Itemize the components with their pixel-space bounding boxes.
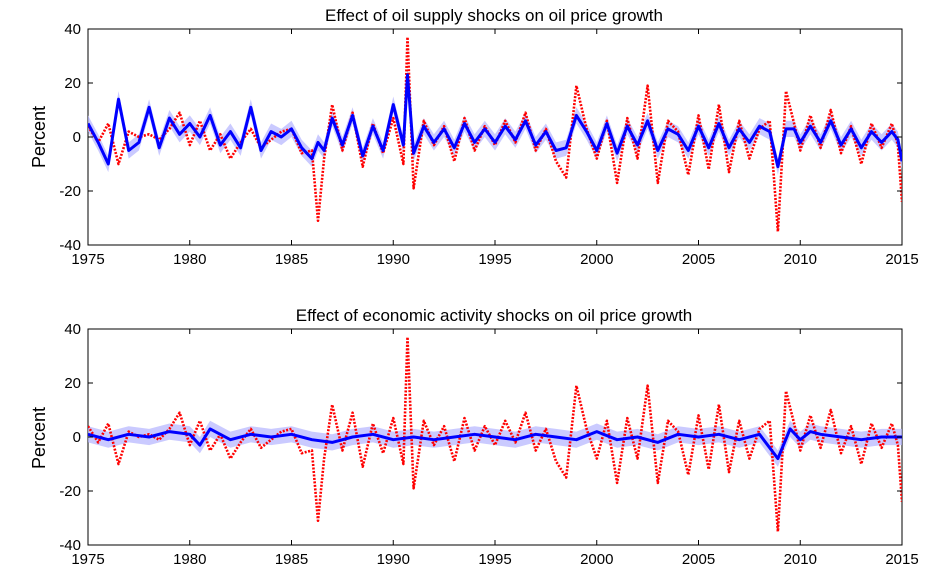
chart-title: Effect of oil supply shocks on oil price… bbox=[325, 6, 663, 25]
y-tick-label: 40 bbox=[64, 321, 81, 338]
panel-economic-activity-shocks: Effect of economic activity shocks on oi… bbox=[29, 306, 919, 568]
series-line-observed bbox=[88, 35, 902, 233]
y-axis-label: Percent bbox=[29, 407, 49, 469]
plot-area: 1975 1980 1985 1990 1995 2000 2005 2010 2015 -40 -… bbox=[59, 21, 918, 268]
x-tick-label: 1980 bbox=[173, 251, 206, 268]
x-tick-label: 1985 bbox=[275, 551, 308, 568]
chart-title: Effect of economic activity shocks on oi… bbox=[296, 306, 693, 325]
x-tick-label: 2010 bbox=[784, 251, 817, 268]
y-tick-label: 0 bbox=[73, 129, 81, 146]
series-line-effect bbox=[88, 73, 902, 169]
series-line-effect bbox=[88, 427, 902, 461]
x-tick-label: 1990 bbox=[377, 251, 410, 268]
y-tick-label: 20 bbox=[64, 75, 81, 92]
x-tick-label: 1995 bbox=[478, 551, 511, 568]
x-tick-label: 2015 bbox=[885, 551, 918, 568]
x-tick-label: 2005 bbox=[682, 551, 715, 568]
x-tick-label: 1995 bbox=[478, 251, 511, 268]
y-tick-label: -20 bbox=[59, 483, 81, 500]
panel-oil-supply-shocks: Effect of oil supply shocks on oil price… bbox=[29, 6, 919, 268]
y-tick-label: 0 bbox=[73, 429, 81, 446]
x-tick-label: 1975 bbox=[71, 551, 104, 568]
y-tick-label: 20 bbox=[64, 375, 81, 392]
y-tick-label: -40 bbox=[59, 237, 81, 254]
x-tick-label: 1990 bbox=[377, 551, 410, 568]
x-tick-label: 2000 bbox=[580, 551, 613, 568]
x-tick-label: 1975 bbox=[71, 251, 104, 268]
y-tick-label: -40 bbox=[59, 537, 81, 554]
y-axis-label: Percent bbox=[29, 106, 49, 168]
x-tick-label: 1985 bbox=[275, 251, 308, 268]
x-tick-label: 2000 bbox=[580, 251, 613, 268]
y-tick-label: 40 bbox=[64, 21, 81, 38]
x-tick-label: 2005 bbox=[682, 251, 715, 268]
data-layer bbox=[88, 335, 902, 533]
x-tick-label: 1980 bbox=[173, 551, 206, 568]
plot-area: 1975 1980 1985 1990 1995 2000 2005 2010 2015 -40 -… bbox=[59, 321, 918, 568]
x-tick-label: 2010 bbox=[784, 551, 817, 568]
data-layer bbox=[88, 35, 902, 233]
x-tick-label: 2015 bbox=[885, 251, 918, 268]
y-tick-label: -20 bbox=[59, 183, 81, 200]
